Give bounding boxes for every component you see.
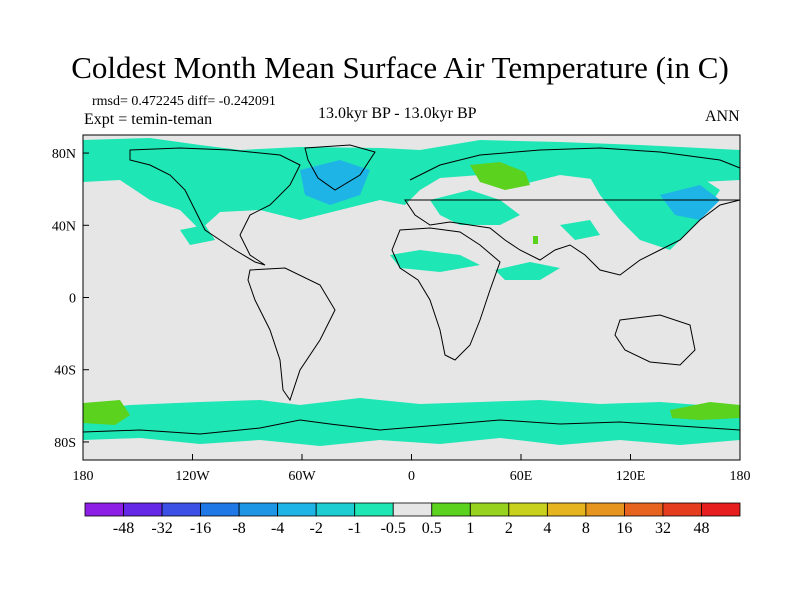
colorbar-label: 48 [693, 520, 709, 537]
x-tick-label: 60W [288, 469, 316, 484]
negative-anomaly-regions [83, 138, 740, 446]
colorbar-label: -16 [190, 520, 211, 537]
colorbar-swatch [469, 502, 510, 517]
colorbar-label: 1 [466, 520, 474, 537]
colorbar-label: -32 [151, 520, 172, 537]
period-label: 13.0kyr BP - 13.0kyr BP [318, 105, 477, 122]
y-axis-labels: 80N 40N 0 40S 80S [52, 147, 76, 451]
colorbar-swatch [624, 502, 664, 517]
colorbar-swatch [431, 502, 471, 517]
colorbar-swatch [701, 502, 741, 517]
x-tick-label: 180 [730, 469, 751, 484]
colorbar-swatch [662, 502, 702, 517]
colorbar-label: 8 [582, 520, 590, 537]
experiment-label: Expt = temin-teman [84, 111, 213, 128]
colorbar-swatch [546, 502, 587, 517]
colorbar-swatch [585, 502, 625, 517]
colorbar-label: -0.5 [381, 520, 406, 537]
colorbar-swatch [508, 502, 548, 517]
colorbar-label: -1 [348, 520, 361, 537]
colorbar-swatch [200, 502, 240, 517]
colorbar-label: -4 [271, 520, 284, 537]
colorbar-swatch [392, 502, 433, 517]
positive-anomaly-regions [83, 162, 740, 425]
x-tick-label: 60E [510, 469, 533, 484]
colorbar-swatch [238, 502, 279, 517]
colorbar [84, 502, 741, 517]
x-tick-label: 120E [616, 469, 646, 484]
colorbar-swatch [84, 502, 124, 517]
x-tick-label: 120W [175, 469, 210, 484]
map-panel [82, 134, 741, 461]
y-tick-label: 0 [69, 292, 76, 307]
axis-ticks [82, 152, 741, 460]
y-tick-label: 80N [52, 147, 76, 162]
colorbar-swatch [161, 502, 201, 517]
figure-title: Coldest Month Mean Surface Air Temperatu… [71, 50, 729, 85]
colorbar-swatch [354, 502, 394, 517]
colorbar-label: 32 [655, 520, 671, 537]
colorbar-swatch [277, 502, 317, 517]
colorbar-swatch [315, 502, 356, 517]
colorbar-label: -48 [113, 520, 134, 537]
colorbar-swatch [123, 502, 163, 517]
strong-negative-regions [300, 160, 720, 220]
x-tick-label: 0 [408, 469, 415, 484]
colorbar-labels: -48 -32 -16 -8 -4 -2 -1 -0.5 0.5 1 2 4 8 16 32 48 [113, 520, 710, 537]
y-tick-label: 80S [54, 436, 76, 451]
colorbar-label: -2 [310, 520, 323, 537]
rmsd-diff-label: rmsd= 0.472245 diff= -0.242091 [92, 94, 276, 109]
y-tick-label: 40S [54, 364, 76, 379]
colorbar-label: 2 [505, 520, 513, 537]
colorbar-label: 16 [616, 520, 632, 537]
season-label: ANN [705, 108, 740, 125]
x-tick-label: 180 [73, 469, 94, 484]
colorbar-label: -8 [232, 520, 245, 537]
x-axis-labels: 180 120W 60W 0 60E 120E 180 [73, 469, 751, 484]
colorbar-label: 4 [543, 520, 551, 537]
coastlines [82, 144, 741, 435]
colorbar-label: 0.5 [422, 520, 442, 537]
y-tick-label: 40N [52, 219, 76, 234]
